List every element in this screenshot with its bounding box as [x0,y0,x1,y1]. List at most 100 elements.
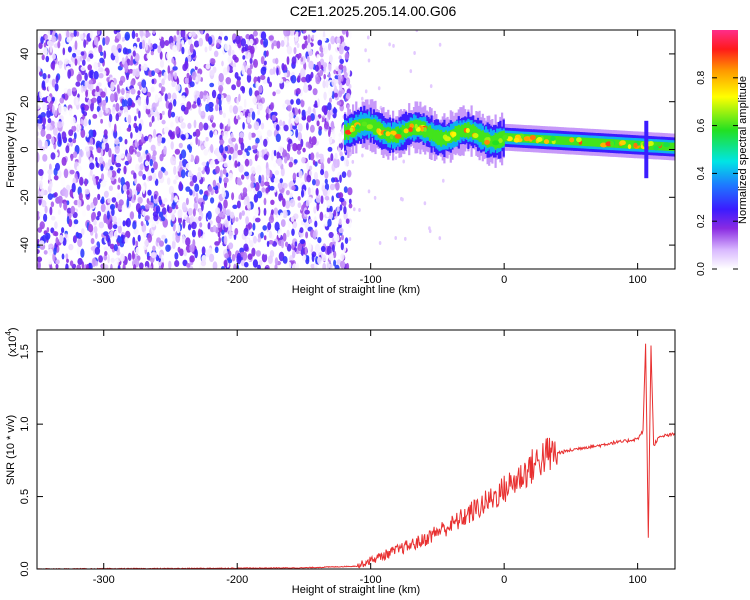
svg-text:(x104): (x104) [4,327,19,357]
heatmap-cell [297,202,302,209]
heatmap-cell [292,172,297,181]
heatmap-cell [264,266,269,269]
heatmap-cell [164,93,168,102]
heatmap-cell [57,121,63,128]
heatmap-cell [84,188,90,195]
heatmap-cell [37,227,42,233]
heatmap-cell [304,246,308,256]
heatmap-cell [164,238,168,244]
heatmap-cell [297,243,303,252]
heatmap-cell [208,36,213,45]
heatmap-cell [66,258,69,263]
heatmap-cell [163,126,169,134]
heatmap-cell [86,231,92,241]
heatmap-cell [110,263,113,269]
heatmap-cell [58,136,62,145]
heatmap-cell [231,77,237,84]
heatmap-cell [295,185,299,192]
heatmap-cell [180,195,186,201]
heatmap-cell [310,124,315,133]
heatmap-cell [214,149,218,156]
heatmap-cell [345,262,350,269]
heatmap-cell [57,195,63,204]
heatmap-cell [250,166,256,175]
heatmap-cell [303,34,308,41]
heatmap-cell [236,79,241,88]
heatmap-cell [214,130,218,137]
heatmap-cell [196,97,201,106]
heatmap-cell [327,43,332,51]
snr-x-axis-label: Height of straight line (km) [292,584,420,596]
heatmap-cell [50,215,56,221]
heatmap-cell [253,58,258,68]
heatmap-cell [117,265,121,269]
heatmap-cell [291,56,297,65]
heatmap-cell [243,243,249,252]
x-tick-label: 0 [501,274,507,286]
heatmap-cell [432,128,435,142]
heatmap-cell [61,106,68,116]
heatmap-cell [227,258,233,264]
heatmap-cell [100,91,106,98]
heatmap-cell [348,83,352,90]
heatmap-cell [91,97,97,103]
heatmap-cell [148,175,153,181]
heatmap-cell [118,80,124,86]
heatmap-cell [254,217,261,223]
heatmap-cell [325,79,329,89]
heatmap-cell [68,107,73,117]
heatmap-cell [543,139,550,145]
heatmap-cell [109,165,114,171]
heatmap-cell [436,129,440,146]
heatmap-cell [263,235,267,241]
heatmap-cell [402,159,406,164]
heatmap-cell [121,57,125,65]
heatmap-cell [326,261,330,269]
heatmap-cell [269,68,274,76]
heatmap-cell [185,132,189,139]
heatmap-cell [308,218,313,224]
heatmap-cell [289,198,296,208]
x-tick-label: -300 [93,574,115,586]
heatmap-cell [235,217,239,222]
heatmap-cell [248,87,253,97]
heatmap-cell [456,126,459,141]
heatmap-cell [38,42,43,49]
heatmap-cell [130,132,133,139]
heatmap-cell [259,156,263,162]
heatmap-cell [376,122,379,135]
heatmap-cell [134,115,137,122]
heatmap-cell [48,83,52,92]
heatmap-cell [107,198,111,204]
heatmap-cell [166,204,170,212]
heatmap-cell [126,198,130,208]
heatmap-cell [40,36,44,45]
heatmap-cell [145,160,149,167]
heatmap-cell [232,54,237,61]
heatmap-cell [193,40,200,48]
heatmap-cell [281,63,285,71]
heatmap-cell [111,153,115,163]
heatmap-cell [256,95,262,100]
heatmap-cell [339,204,343,211]
heatmap-cell [140,221,144,227]
heatmap-cell [366,118,369,131]
heatmap-cell [79,33,84,40]
heatmap-cell [513,137,520,143]
heatmap-cell [106,210,110,220]
heatmap-cell [276,67,279,76]
heatmap-cell [80,128,86,138]
heatmap-cell [280,212,284,218]
heatmap-cell [619,140,626,146]
heatmap-cell [372,118,375,135]
heatmap-cell [336,206,340,212]
heatmap-cell [100,180,107,188]
heatmap-cell [462,124,465,137]
heatmap-cell [344,52,349,60]
heatmap-cell [316,54,320,63]
heatmap-cell [265,167,270,176]
heatmap-cell [75,232,79,238]
heatmap-cell [214,241,220,246]
heatmap-cell [196,171,202,181]
y-tick-label: 1.5 [19,344,31,359]
